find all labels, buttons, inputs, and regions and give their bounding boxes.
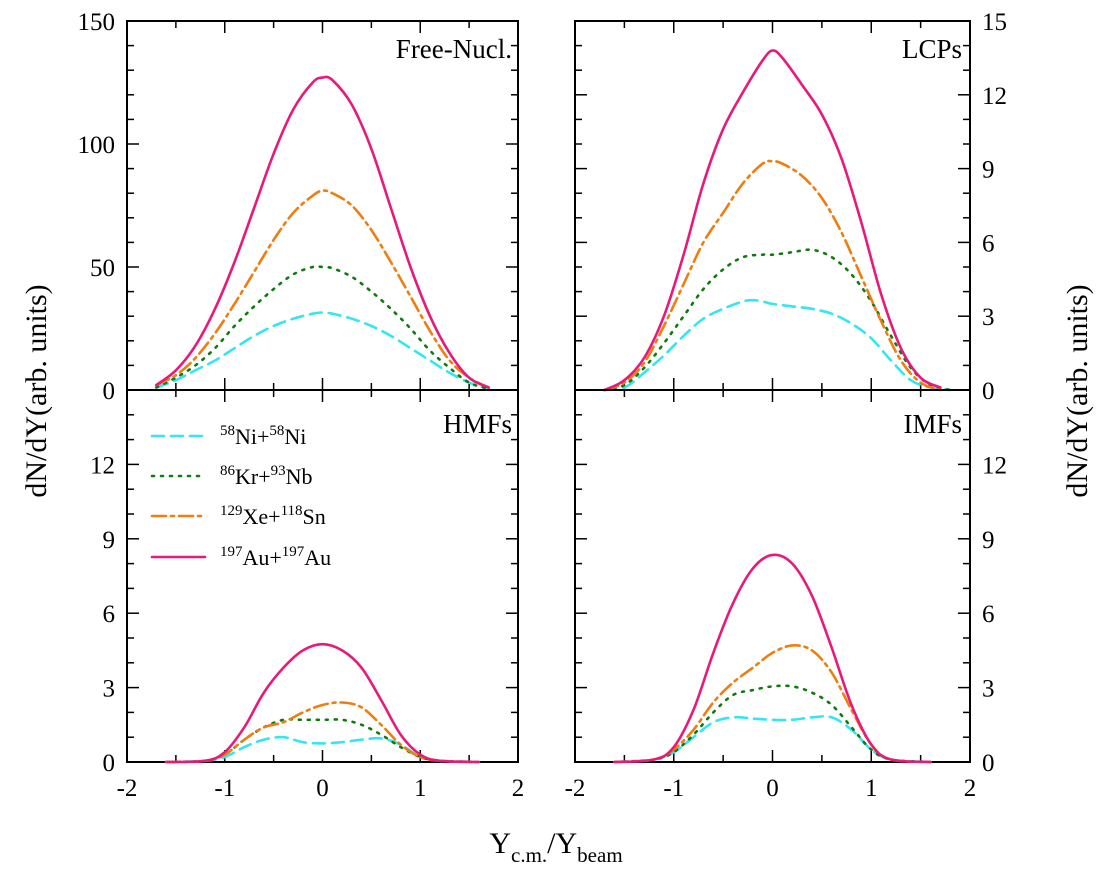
y-tick-label: 100: [78, 132, 116, 159]
y-tick-label: 12: [982, 452, 1007, 479]
x-tick-label: -2: [117, 775, 138, 802]
series-line: [603, 49, 942, 392]
x-tick-label: -2: [565, 775, 586, 802]
x-tick-label: 1: [414, 775, 427, 802]
x-tick-label: 0: [316, 775, 329, 802]
x-tick-label: -1: [663, 775, 684, 802]
series-line: [613, 553, 932, 764]
series-line: [155, 189, 490, 389]
y-axis-title-right: dN/dY(arb. units): [1061, 284, 1094, 497]
y-axis-title-left: dN/dY(arb. units): [20, 284, 53, 497]
series-line: [603, 248, 952, 392]
panel-label: IMFs: [903, 409, 962, 439]
y-tick-label: 12: [90, 452, 115, 479]
series-line: [155, 311, 490, 391]
legend: 58Ni+58Ni 86Kr+93Nb 129Xe+118Sn 197Au+197Au: [150, 423, 331, 570]
y-tick-label: 3: [982, 676, 995, 703]
y-tick-label: 0: [103, 378, 116, 405]
legend-label: 129Xe+118Sn: [220, 503, 326, 529]
series-line: [613, 644, 932, 764]
panel-label: HMFs: [443, 409, 512, 439]
y-tick-label: 6: [103, 601, 116, 628]
x-axis-title: Yc.m./Ybeam: [489, 827, 622, 867]
legend-label: 197Au+197Au: [220, 544, 331, 570]
x-axis-title-sub2: beam: [577, 843, 622, 867]
x-tick-label: 1: [865, 775, 878, 802]
panel-free-nucleons: 0 50 100 150 Free-Nucl.: [78, 9, 519, 405]
y-tick-label: 12: [982, 83, 1007, 110]
legend-label: 58Ni+58Ni: [220, 423, 306, 449]
x-tick-label: 2: [512, 775, 525, 802]
x-tick-label: 2: [964, 775, 977, 802]
y-tick-label: 0: [103, 750, 116, 777]
series-line: [164, 701, 481, 764]
y-tick-label: 3: [103, 676, 116, 703]
series-line: [613, 684, 932, 764]
series-line: [155, 75, 490, 389]
y-tick-label: 0: [982, 378, 995, 405]
series-line: [155, 265, 490, 391]
panel-frame: [574, 20, 971, 391]
panel-label: LCPs: [902, 34, 962, 64]
y-tick-label: 15: [982, 9, 1007, 36]
panel-label: Free-Nucl.: [396, 34, 512, 64]
x-tick-label: -1: [214, 775, 235, 802]
y-tick-label: 9: [982, 527, 995, 554]
series-line: [164, 642, 481, 764]
y-tick-label: 3: [982, 304, 995, 331]
legend-label: 86Kr+93Nb: [220, 463, 313, 489]
panel-lcps: 0 3 6 9 12 15 LCPs: [574, 9, 1007, 405]
y-tick-label: 9: [103, 527, 116, 554]
x-tick-label: 0: [766, 775, 779, 802]
y-tick-label: 6: [982, 601, 995, 628]
series-line: [603, 159, 942, 392]
x-axis-title-sub1: c.m.: [511, 843, 547, 867]
y-tick-label: 50: [90, 255, 115, 282]
series-line: [603, 298, 952, 392]
y-tick-label: 0: [982, 750, 995, 777]
y-tick-label: 6: [982, 230, 995, 257]
x-axis-title-main: Y: [489, 827, 511, 860]
panel-frame: [574, 389, 971, 763]
y-tick-label: 9: [982, 157, 995, 184]
y-tick-label: 150: [78, 9, 116, 36]
x-axis-title-mid: /Y: [547, 827, 577, 860]
